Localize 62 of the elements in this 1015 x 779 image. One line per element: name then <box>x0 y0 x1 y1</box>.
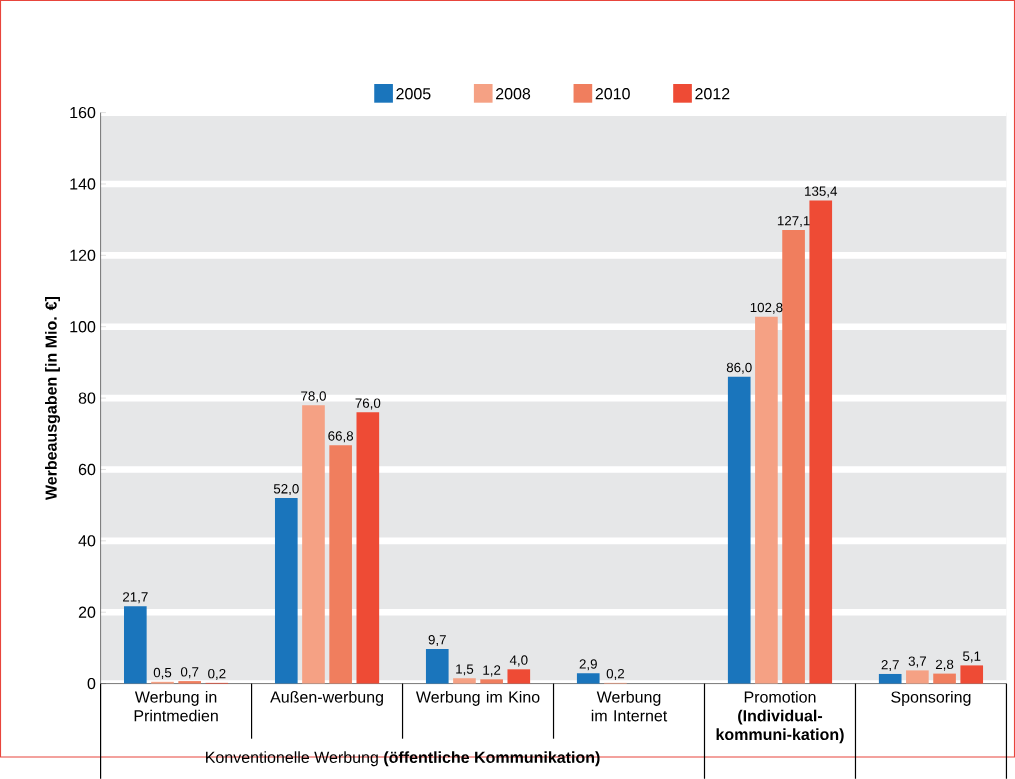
text: Konventionelle Werbung (öffentliche Kommunikation) <box>206 751 600 767</box>
y-tick-label: 60 <box>78 463 96 475</box>
bar <box>960 665 984 684</box>
y-tick-label: 20 <box>78 606 96 618</box>
data-label: 1,2 <box>483 665 501 677</box>
x-tick-label: Werbung im Internet <box>591 690 668 722</box>
x-tick-label: Sponsoring <box>891 690 971 706</box>
data-label: 0,2 <box>606 668 625 680</box>
bar <box>782 229 805 684</box>
bar <box>480 679 503 684</box>
x-tick-label: Werbung in Printmedien <box>134 690 218 722</box>
data-label: 102,8 <box>750 302 783 314</box>
y-tick-label: 0 <box>87 677 96 690</box>
bar <box>906 670 929 684</box>
data-label: 5,1 <box>963 651 981 663</box>
bar <box>356 412 380 684</box>
legend-label: 2008 <box>496 87 531 100</box>
y-axis-title: Werbeausgaben [in Mio. €] <box>45 296 61 500</box>
data-label: 0,2 <box>208 668 226 680</box>
bar <box>507 669 531 684</box>
bar <box>453 678 476 684</box>
y-tick-label: 80 <box>78 392 96 404</box>
x-tick-label: Werbung im Kino <box>415 690 540 706</box>
data-label: 135,4 <box>805 186 838 198</box>
legend-label: 2012 <box>695 87 730 100</box>
bar <box>302 405 325 684</box>
data-label: 86,0 <box>726 362 752 374</box>
bar <box>178 680 201 684</box>
y-tick-label: 100 <box>70 320 96 333</box>
bar <box>727 376 751 684</box>
y-tick-label: 40 <box>78 535 96 547</box>
bar <box>755 316 778 684</box>
x-tick-label: Promotion (Individual-kommuni-kation) <box>716 690 844 744</box>
x-tick-label: Außen-werbung <box>270 690 383 706</box>
y-tick-label: 140 <box>70 178 96 190</box>
bar <box>809 200 833 684</box>
data-label: 4,0 <box>509 655 528 667</box>
bar <box>274 497 298 684</box>
bar <box>329 445 352 684</box>
bar <box>124 605 147 684</box>
data-label: 2,7 <box>881 659 899 671</box>
data-label: 78,0 <box>301 391 326 403</box>
data-label: 0,7 <box>180 666 199 678</box>
y-tick-label: 160 <box>70 106 96 119</box>
data-label: 2,8 <box>935 659 954 671</box>
bar <box>576 673 600 684</box>
data-label: 76,0 <box>355 398 381 410</box>
bar <box>933 673 956 684</box>
data-label: 0,5 <box>153 667 172 679</box>
data-label: 2,9 <box>579 659 597 671</box>
data-label: 21,7 <box>123 592 148 604</box>
y-tick-label: 120 <box>70 249 96 261</box>
legend-label: 2005 <box>396 87 431 100</box>
data-label: 1,5 <box>456 664 474 676</box>
legend-label: 2010 <box>595 87 630 100</box>
data-label: 52,0 <box>273 483 299 495</box>
data-label: 3,7 <box>908 656 926 668</box>
data-label: 9,7 <box>428 634 446 646</box>
data-label: 127,1 <box>777 215 810 227</box>
bar <box>425 648 449 684</box>
data-label: 66,8 <box>328 431 354 443</box>
bar <box>878 673 902 684</box>
